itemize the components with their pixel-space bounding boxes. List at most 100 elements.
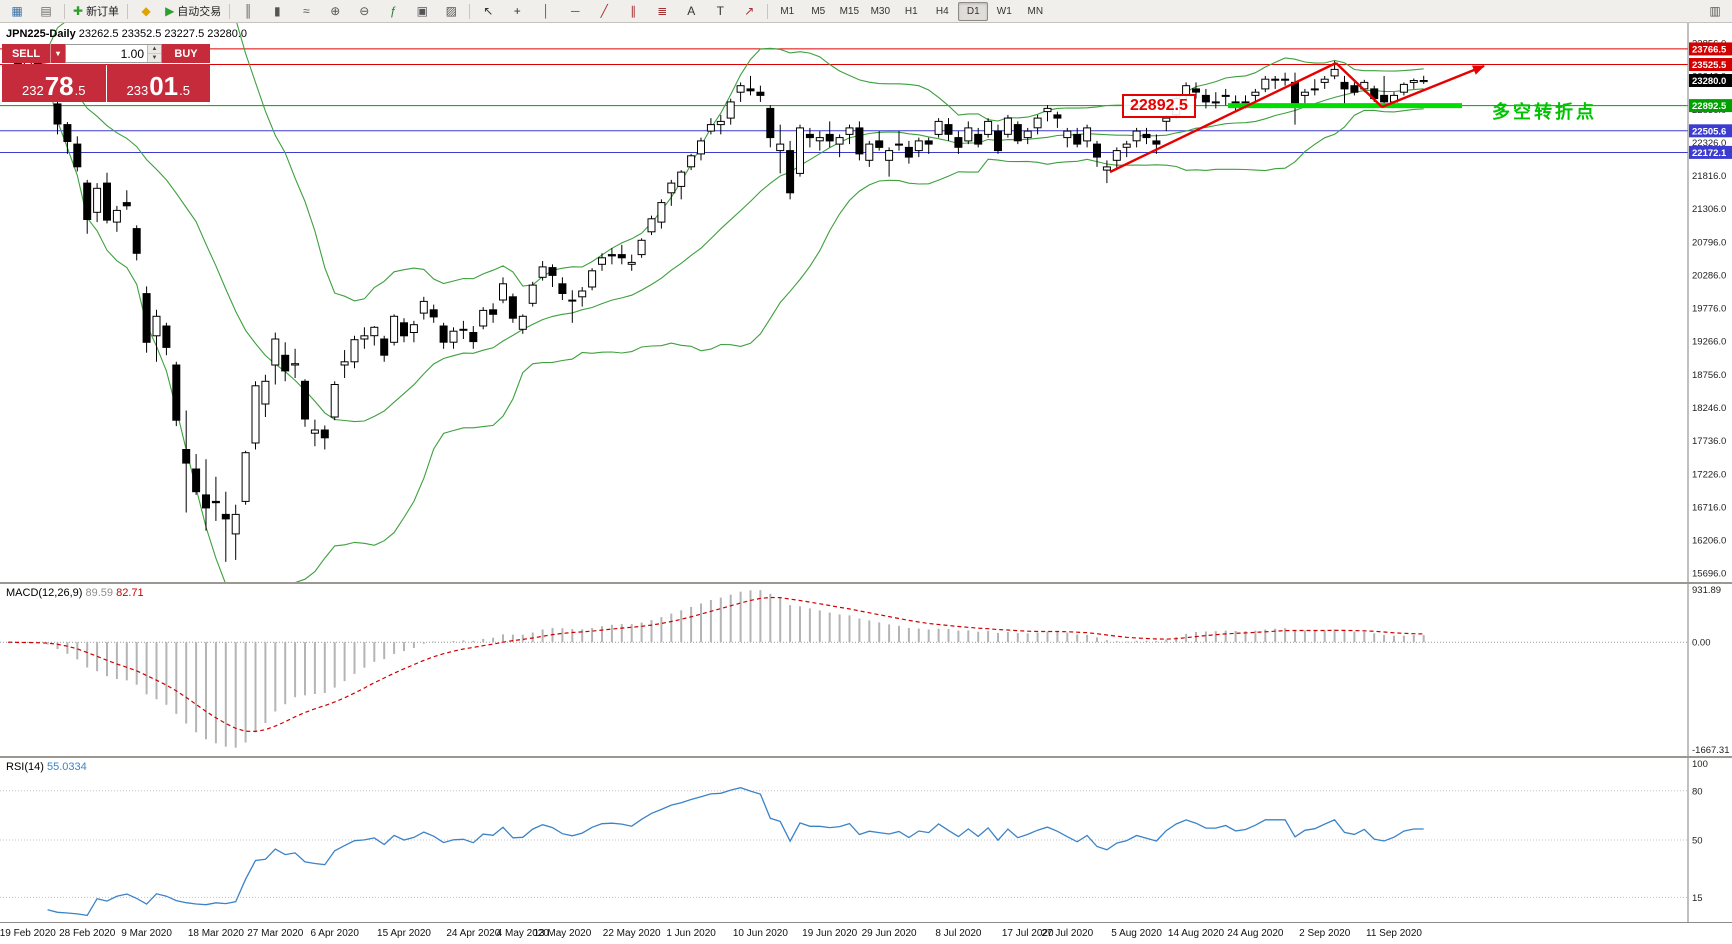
svg-text:22326.0: 22326.0	[1692, 138, 1726, 149]
main-chart[interactable]: JPN225-Daily 23262.5 23352.5 23227.5 232…	[0, 22, 1732, 582]
price-tag-23525.5	[1689, 58, 1732, 71]
price-tag-23766.5	[1689, 42, 1732, 56]
svg-text:18246.0: 18246.0	[1692, 403, 1726, 414]
rsi-canvas[interactable]: 100 80 50 15	[0, 758, 1732, 922]
fibonacci-icon[interactable]: ≣	[648, 1, 676, 21]
trendline-icon: ╱	[600, 4, 608, 18]
rsi-panel[interactable]: RSI(14) 55.0334 100 80 50 15	[0, 758, 1732, 922]
sell-price-prefix: 232	[22, 83, 44, 98]
volume-up-button[interactable]: ▲	[148, 45, 161, 54]
zoom-out-icon[interactable]: ⊖	[350, 1, 378, 21]
bar-chart-icon[interactable]: ║	[234, 1, 262, 21]
trend-line-2[interactable]	[1335, 62, 1383, 108]
macd-scale-label: 931.89	[1692, 585, 1721, 596]
candlestick-series	[4, 51, 1428, 562]
macd-histogram	[7, 590, 1425, 748]
timeframe-m1[interactable]: M1	[780, 5, 795, 17]
horizontal-line-icon[interactable]: ─	[561, 1, 589, 21]
trend-line-1[interactable]	[1109, 61, 1337, 174]
channel-icon[interactable]: ∥	[619, 1, 647, 21]
sell-price-button[interactable]: 232 78.5	[2, 64, 106, 102]
rsi-scale-label: 15	[1692, 893, 1703, 904]
time-label: 1 Jun 2020	[666, 928, 716, 939]
time-label: 29 Jun 2020	[861, 928, 917, 939]
svg-text:22172.1: 22172.1	[1692, 148, 1727, 159]
timeframe-mn[interactable]: MN	[1027, 5, 1044, 17]
time-label: 28 Feb 2020	[59, 928, 116, 939]
bb-lower	[27, 75, 1424, 582]
time-label: 10 Jun 2020	[732, 928, 788, 939]
volume-down-button[interactable]: ▼	[148, 54, 161, 62]
price-chart-canvas[interactable]: 15696.0 16206.0 16716.0 17226.0 17736.0 18246…	[0, 22, 1732, 582]
time-axis[interactable]: 19 Feb 2020 28 Feb 2020 9 Mar 2020 18 Mar 2…	[0, 922, 1732, 944]
macd-canvas[interactable]: 931.89 0.00 -1667.31	[0, 584, 1732, 756]
candlestick-chart-icon: ▮	[273, 4, 281, 18]
cursor-icon: ↖	[483, 4, 494, 18]
volume-stepper: ▲ ▼	[147, 45, 161, 62]
time-label: 5 Aug 2020	[1111, 928, 1162, 939]
svg-text:15696.0: 15696.0	[1692, 569, 1726, 580]
label-icon[interactable]: T	[706, 1, 734, 21]
buy-label: BUY	[174, 47, 198, 60]
svg-text:20796.0: 20796.0	[1692, 237, 1726, 248]
time-label: 13 May 2020	[533, 928, 592, 939]
mql-market-icon: ◆	[141, 4, 151, 18]
timeframe-m5[interactable]: M5	[811, 5, 826, 17]
buy-price-button[interactable]: 233 01.5	[106, 64, 210, 102]
indicators-icon: ƒ	[389, 4, 397, 18]
timeframe-m30[interactable]: M30	[870, 5, 891, 17]
chart-profiles-icon[interactable]: ▤	[32, 1, 60, 21]
price-tag-23280	[1689, 74, 1732, 87]
periods-icon[interactable]: ▣	[408, 1, 436, 21]
sell-price-suffix: .5	[74, 83, 86, 98]
trend-line-3[interactable]	[1381, 64, 1485, 109]
crosshair-icon[interactable]: +	[503, 1, 531, 21]
vertical-line-icon[interactable]: │	[532, 1, 560, 21]
mql-market-icon[interactable]: ◆	[132, 1, 160, 21]
rsi-line	[47, 787, 1424, 917]
autotrading-button-label: 自动交易	[177, 6, 222, 18]
trendline-icon[interactable]: ╱	[590, 1, 618, 21]
timeframe-h4[interactable]: H4	[935, 5, 949, 17]
arrows-icon[interactable]: ↗	[735, 1, 763, 21]
text-icon[interactable]: A	[677, 1, 705, 21]
buy-price-big: 01	[149, 71, 179, 101]
time-label: 9 Mar 2020	[121, 928, 172, 939]
rsi-scale-label: 100	[1692, 759, 1708, 770]
cursor-icon[interactable]: ↖	[474, 1, 502, 21]
svg-text:23766.5: 23766.5	[1692, 44, 1727, 55]
time-label: 24 Aug 2020	[1227, 928, 1284, 939]
svg-text:23280.0: 23280.0	[1692, 76, 1726, 87]
timeframe-m15[interactable]: M15	[839, 5, 860, 17]
tile-windows-icon[interactable]: ▥	[1709, 4, 1721, 18]
timeframe-h1[interactable]: H1	[904, 5, 918, 17]
panel-resizer-1[interactable]	[0, 582, 1732, 584]
svg-text:18756.0: 18756.0	[1692, 370, 1726, 381]
toolbar-separator	[229, 3, 231, 19]
candlestick-chart-icon[interactable]: ▮	[263, 1, 291, 21]
volume-input[interactable]: 1.00 ▲ ▼	[65, 44, 162, 63]
zoom-in-icon[interactable]: ⊕	[321, 1, 349, 21]
macd-main-value: 89.59	[85, 587, 114, 599]
indicators-icon[interactable]: ƒ	[379, 1, 407, 21]
time-label: 11 Sep 2020	[1366, 928, 1422, 939]
panel-resizer-2[interactable]	[0, 756, 1732, 758]
timeframe-d1[interactable]: D1	[958, 1, 989, 21]
timeframe-w1[interactable]: W1	[996, 5, 1012, 17]
rsi-value: 55.0334	[46, 761, 87, 773]
support-price-text: 22892.5	[1130, 97, 1188, 114]
order-type-dropdown[interactable]: ▾	[50, 44, 65, 63]
templates-icon[interactable]: ▨	[437, 1, 465, 21]
turning-point-label: 多空转折点	[1492, 102, 1597, 122]
time-label: 15 Apr 2020	[377, 928, 431, 939]
svg-text:17226.0: 17226.0	[1692, 469, 1726, 480]
autotrading-button[interactable]: ▶ 自动交易	[161, 1, 225, 21]
macd-panel[interactable]: MACD(12,26,9) 89.59 82.71 931.89 0.00 -166…	[0, 584, 1732, 756]
svg-text:21816.0: 21816.0	[1692, 171, 1726, 182]
rsi-label: RSI(14) 55.0334	[6, 761, 87, 773]
new-order-button[interactable]: ✚ 新订单	[69, 1, 123, 21]
new-chart-icon[interactable]: ▦	[3, 1, 31, 21]
line-chart-icon[interactable]: ≈	[292, 1, 320, 21]
buy-button-top[interactable]: BUY	[162, 44, 210, 63]
sell-button-top[interactable]: SELL	[2, 44, 50, 63]
